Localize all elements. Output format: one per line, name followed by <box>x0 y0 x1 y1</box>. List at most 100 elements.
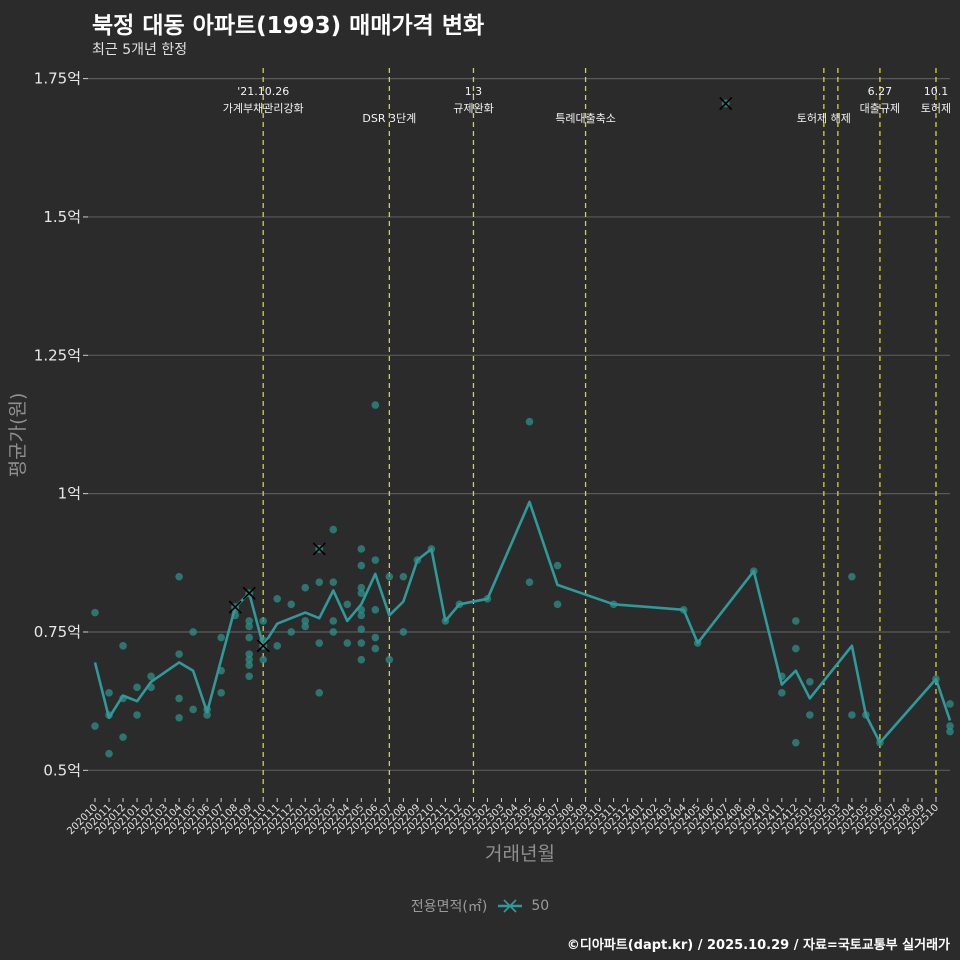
x-axis-title: 거래년월 <box>485 843 555 865</box>
transaction-point <box>315 689 324 697</box>
event-label: 토허제 <box>921 102 951 115</box>
transaction-point <box>147 672 155 681</box>
highlight-cross <box>312 542 326 556</box>
transaction-point <box>287 600 296 609</box>
x-axis-ticks: 2020102020112020122021012021022021032021… <box>65 798 941 837</box>
transaction-point <box>792 644 800 653</box>
transaction-point <box>525 578 534 586</box>
transaction-point <box>273 594 282 603</box>
transaction-point <box>245 672 253 681</box>
transaction-point <box>217 689 225 697</box>
transaction-point <box>175 572 183 581</box>
transaction-point <box>329 628 338 636</box>
transaction-point <box>343 600 352 609</box>
transaction-point <box>329 525 338 534</box>
source-caption: ©디아파트(dapt.kr) / 2025.10.29 / 자료=국토교통부 실… <box>566 938 950 953</box>
transaction-point <box>357 545 366 553</box>
transaction-point <box>315 578 324 586</box>
transaction-point <box>357 583 366 592</box>
transaction-point <box>287 628 296 636</box>
transaction-point <box>329 578 338 586</box>
event-label: DSR 3단계 <box>362 112 416 125</box>
transaction-point <box>91 608 99 617</box>
transaction-point <box>343 639 352 647</box>
event-label: 특례대출축소 <box>555 112 616 125</box>
transaction-point <box>848 711 856 719</box>
legend-title: 전용면적(㎡) <box>410 899 488 915</box>
y-axis-title: 평균가(원) <box>7 393 29 478</box>
transaction-point <box>778 689 786 697</box>
transaction-point <box>119 642 127 650</box>
transaction-point <box>329 617 338 625</box>
highlight-cross <box>719 96 733 111</box>
transaction-point <box>385 655 394 664</box>
transaction-point <box>105 749 113 758</box>
transaction-point <box>357 561 366 570</box>
legend-line-icon <box>498 899 523 913</box>
transaction-point <box>259 655 268 664</box>
transaction-point <box>203 711 211 719</box>
transaction-point <box>91 722 99 730</box>
transaction-point <box>806 711 814 719</box>
event-label: 10.1 <box>924 85 949 98</box>
cross-mark <box>228 600 242 614</box>
transaction-point <box>301 617 310 625</box>
transaction-point <box>371 556 380 564</box>
transaction-point <box>133 683 141 692</box>
transaction-point <box>189 628 197 636</box>
transaction-point <box>245 661 253 669</box>
transaction-point <box>371 401 380 409</box>
transaction-point <box>946 722 954 730</box>
transaction-point <box>357 639 366 647</box>
transaction-point <box>175 713 183 722</box>
transaction-point <box>399 628 408 636</box>
y-tick-label: 1.75억 <box>34 70 81 88</box>
transaction-point <box>301 622 310 631</box>
transaction-point <box>245 622 253 631</box>
transaction-point <box>848 572 856 581</box>
transaction-point <box>315 639 324 647</box>
transaction-point <box>245 617 253 625</box>
y-tick-label: 0.75억 <box>34 623 81 641</box>
chart-subtitle: 최근 5개년 한정 <box>92 42 188 58</box>
event-label: 가계부채관리강화 <box>223 102 304 115</box>
transaction-point <box>946 727 954 736</box>
transaction-points <box>91 401 954 758</box>
transaction-point <box>259 617 268 625</box>
transaction-point <box>792 617 800 625</box>
transaction-point <box>553 561 562 570</box>
cross-mark <box>312 542 326 556</box>
event-label: 1.3 <box>465 85 483 98</box>
highlight-crosses <box>228 96 733 653</box>
transaction-point <box>399 572 408 581</box>
transaction-point <box>273 642 282 650</box>
transaction-point <box>119 733 127 741</box>
highlight-cross <box>228 600 242 614</box>
transaction-point <box>806 677 814 686</box>
transaction-point <box>357 611 366 620</box>
transaction-point <box>217 633 225 642</box>
transaction-point <box>371 644 380 653</box>
y-tick-label: 1.25억 <box>34 346 81 364</box>
event-label: 대출규제 <box>860 102 900 115</box>
chart-title: 북정 대동 아파트(1993) 매매가격 변화 <box>92 13 485 39</box>
event-label: '21.10.26 <box>237 85 289 98</box>
transaction-point <box>946 700 954 708</box>
transaction-point <box>301 583 310 592</box>
series-line-50 <box>93 500 952 744</box>
transaction-point <box>133 711 141 719</box>
y-tick-label: 1.5억 <box>43 208 81 226</box>
transaction-point <box>357 655 366 664</box>
transaction-point <box>175 694 183 703</box>
legend-label: 50 <box>531 898 550 914</box>
event-label: 토허제 해제 <box>797 111 851 125</box>
transaction-point <box>357 589 366 598</box>
transaction-point <box>105 689 113 697</box>
cross-mark <box>719 96 733 111</box>
transaction-point <box>357 625 366 634</box>
cross-mark <box>242 586 256 600</box>
transaction-point <box>175 650 183 658</box>
y-axis-ticks: 0.5억 0.75억 1억 1.25억 1.5억 1.75억 <box>34 70 88 779</box>
